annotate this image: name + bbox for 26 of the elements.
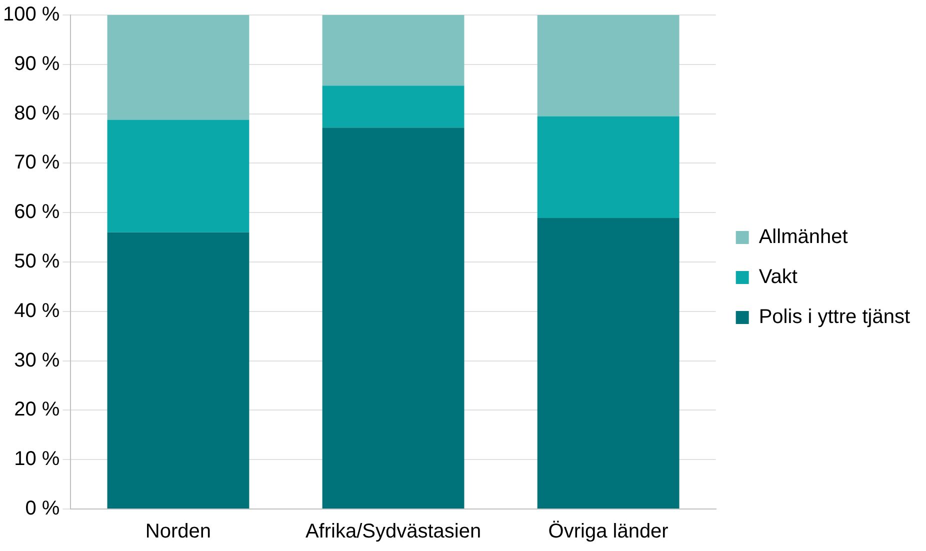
bar	[107, 232, 250, 508]
legend-label: Allmänhet	[758, 226, 848, 248]
legend-label: Polis i yttre tjänst	[758, 306, 910, 328]
y-tick-label: 80 %	[14, 102, 60, 124]
x-tick-label: Afrika/Sydvästasien	[305, 520, 482, 543]
bar	[537, 218, 680, 508]
bar	[322, 15, 464, 86]
legend-label: Vakt	[758, 266, 798, 288]
y-tick-label: 10 %	[14, 448, 60, 470]
y-tick-label: 90 %	[14, 52, 60, 75]
y-tick-label: 30 %	[14, 349, 60, 372]
y-tick-label: 70 %	[14, 152, 60, 174]
y-tick-label: 50 %	[14, 250, 60, 273]
y-tick-label: 40 %	[14, 300, 60, 322]
bar	[322, 86, 464, 128]
x-tick-label: Övriga länder	[548, 520, 669, 543]
x-tick-label: Norden	[145, 520, 212, 543]
y-tick-label: 100 %	[2, 4, 60, 26]
y-tick-label: 60 %	[14, 201, 60, 224]
y-tick-label: 0 %	[25, 498, 60, 520]
bar	[107, 120, 250, 232]
bar	[537, 15, 680, 116]
bar	[107, 15, 250, 120]
y-tick-label: 20 %	[14, 398, 60, 421]
bar	[322, 128, 464, 508]
bar	[537, 116, 680, 218]
